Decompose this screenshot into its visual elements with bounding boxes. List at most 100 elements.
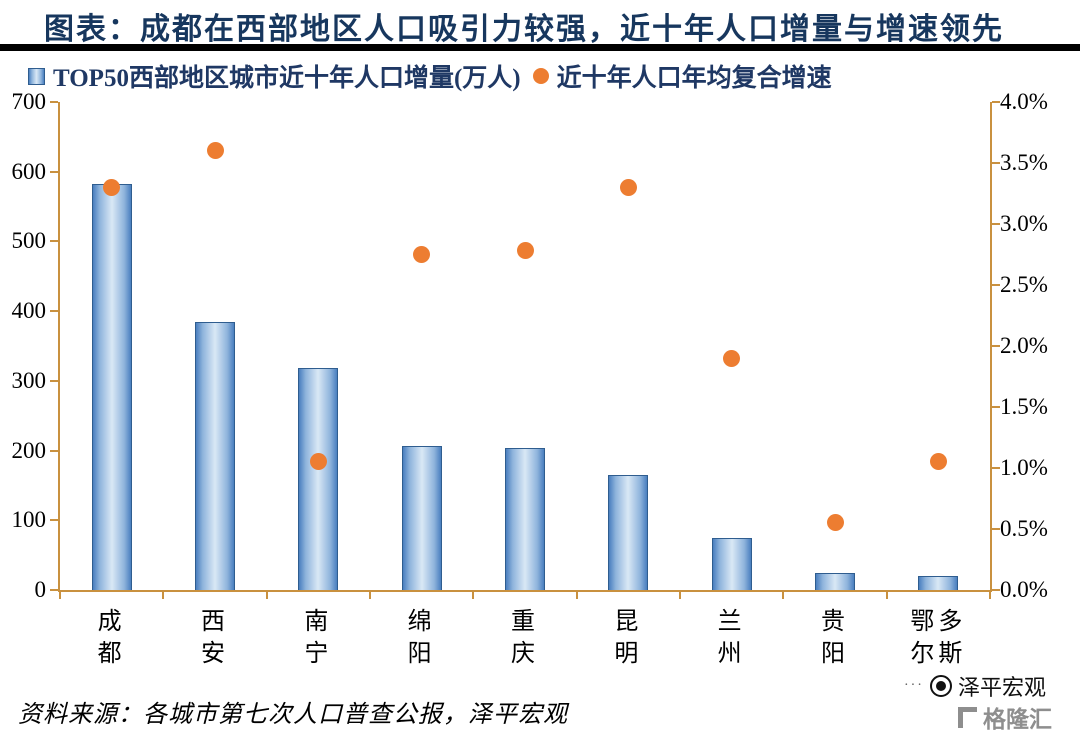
scatter-dot — [826, 514, 844, 532]
x-axis-labels: 成都西安南宁绵阳重庆昆明兰州贵阳鄂尔多斯 — [58, 606, 988, 686]
x-axis-tickmark — [782, 592, 785, 599]
scatter-dot — [619, 178, 637, 196]
left-axis-tick-label: 0 — [34, 577, 47, 602]
left-axis-tickmark — [50, 589, 58, 591]
scatter-dot — [413, 246, 431, 263]
bar — [918, 576, 959, 590]
x-axis-label-char: 兰 — [717, 609, 742, 635]
x-axis-label-char: 贵 — [820, 609, 845, 635]
right-axis-tickmark — [992, 101, 1000, 103]
x-axis-label-column: 绵阳 — [408, 606, 432, 670]
x-axis-label: 南宁 — [265, 606, 368, 670]
page-title: 图表：成都在西部地区人口吸引力较强，近十年人口增量与增速领先 — [44, 13, 1004, 46]
x-axis-tickmark — [989, 592, 991, 599]
left-axis-tick-label: 700 — [11, 89, 47, 114]
right-axis-tickmark — [992, 528, 1000, 530]
right-axis-tick-label: 1.5% — [1000, 394, 1048, 419]
bar — [195, 321, 235, 590]
left-axis-labels: 0 100 200 300 400 500 600 700 — [0, 89, 47, 602]
left-axis-tickmark — [50, 310, 58, 313]
right-axis-tickmark — [992, 467, 1000, 469]
x-axis-label-char: 成 — [97, 609, 122, 635]
x-axis-label: 昆明 — [575, 606, 678, 670]
source-note: 资料来源：各城市第七次人口普查公报，泽平宏观 — [18, 702, 568, 728]
x-axis-label-char: 明 — [614, 641, 639, 667]
x-axis-tickmark — [59, 592, 61, 599]
x-axis-label-char: 阳 — [820, 641, 845, 667]
gelonghui-watermark: 格隆汇 — [958, 700, 1052, 732]
left-axis-tickmark — [50, 449, 58, 452]
x-axis-label-char: 都 — [97, 641, 122, 667]
bar-series-legend-icon — [28, 67, 45, 85]
x-axis-label-column: 鄂尔 — [910, 606, 934, 670]
dot-series-legend-icon — [532, 68, 549, 84]
right-axis-tick-label: 0.5% — [1000, 516, 1048, 541]
right-axis-tick-label: 0.0% — [1000, 577, 1048, 602]
bar — [401, 446, 442, 590]
x-axis-tickmark — [162, 592, 165, 599]
x-axis-label-char: 阳 — [407, 641, 432, 667]
right-axis-tick-label: 2.0% — [1000, 333, 1048, 358]
right-axis-tickmark — [992, 284, 1000, 286]
gelonghui-watermark-label: 格隆汇 — [983, 707, 1052, 732]
x-axis-label-char: 安 — [200, 641, 225, 667]
x-axis-tickmark — [472, 592, 475, 599]
scatter-dot — [103, 178, 121, 196]
right-axis-tick-label: 1.0% — [1000, 455, 1048, 480]
x-axis-label-column: 多斯 — [938, 606, 962, 670]
bar — [711, 538, 752, 590]
x-axis-label-column: 西安 — [201, 606, 225, 670]
x-axis-label-char: 鄂 — [910, 609, 935, 635]
x-axis-label: 贵阳 — [781, 606, 884, 670]
right-axis-labels: 0.0% 0.5% 1.0% 1.5% 2.0% 2.5% 3.0% 3.5% 4.0% — [1000, 89, 1078, 602]
left-axis-tick-label: 500 — [11, 228, 47, 254]
left-axis-tickmark — [50, 519, 58, 522]
x-axis-tickmark — [369, 592, 371, 599]
bar — [608, 474, 649, 590]
right-axis-tickmark — [992, 589, 1000, 591]
right-axis-tick-label: 3.0% — [1000, 211, 1048, 236]
bar — [505, 448, 545, 590]
x-axis-tickmark — [679, 592, 681, 599]
left-axis-tickmark — [50, 379, 58, 382]
right-axis-tickmark — [992, 223, 1000, 225]
x-axis-label-char: 南 — [304, 609, 329, 635]
left-axis-tick-label: 300 — [11, 367, 47, 393]
left-axis-tick-label: 600 — [11, 158, 47, 184]
right-axis-tickmark — [992, 406, 1000, 408]
right-axis-tick-label: 2.5% — [1000, 272, 1048, 297]
bar-series-legend-label: TOP50西部地区城市近十年人口增量(万人) — [53, 65, 521, 92]
left-axis-tick-label: 100 — [11, 507, 47, 533]
bar — [815, 572, 855, 590]
x-axis-label: 西安 — [161, 606, 264, 670]
x-axis-tickmark — [265, 592, 268, 599]
x-axis-label-char: 重 — [510, 609, 535, 635]
x-axis-label-column: 兰州 — [718, 606, 742, 670]
x-axis-label-column: 昆明 — [614, 606, 638, 670]
scatter-dot — [206, 142, 224, 160]
x-axis-label-char: 西 — [200, 609, 225, 635]
zeping-logo-icon — [929, 675, 952, 697]
legend-item-bars: TOP50西部地区城市近十年人口增量(万人) — [28, 58, 521, 94]
x-axis-label-char: 绵 — [407, 609, 432, 635]
x-axis-label-char: 尔 — [910, 641, 935, 667]
scatter-dot — [723, 349, 741, 367]
gelonghui-logo-icon — [958, 706, 977, 728]
dot-series-legend-label: 近十年人口年均复合增速 — [556, 65, 832, 92]
x-axis-label-char: 多 — [938, 609, 963, 635]
x-axis-label-char: 庆 — [510, 641, 535, 667]
scatter-dot — [309, 453, 327, 471]
x-axis-tickmark — [885, 592, 888, 599]
bar — [91, 184, 132, 590]
scatter-dot — [929, 453, 947, 471]
right-axis-tickmark — [992, 162, 1000, 164]
left-axis-tickmark — [50, 101, 58, 103]
left-axis-tickmark — [50, 240, 58, 243]
x-axis-label-column: 南宁 — [304, 606, 328, 670]
left-axis-tick-label: 200 — [11, 437, 47, 463]
x-axis-label: 重庆 — [471, 606, 574, 670]
x-axis-label-char: 昆 — [614, 609, 639, 635]
x-axis-label: 绵阳 — [368, 606, 471, 670]
x-axis-label-column: 成都 — [98, 606, 122, 670]
